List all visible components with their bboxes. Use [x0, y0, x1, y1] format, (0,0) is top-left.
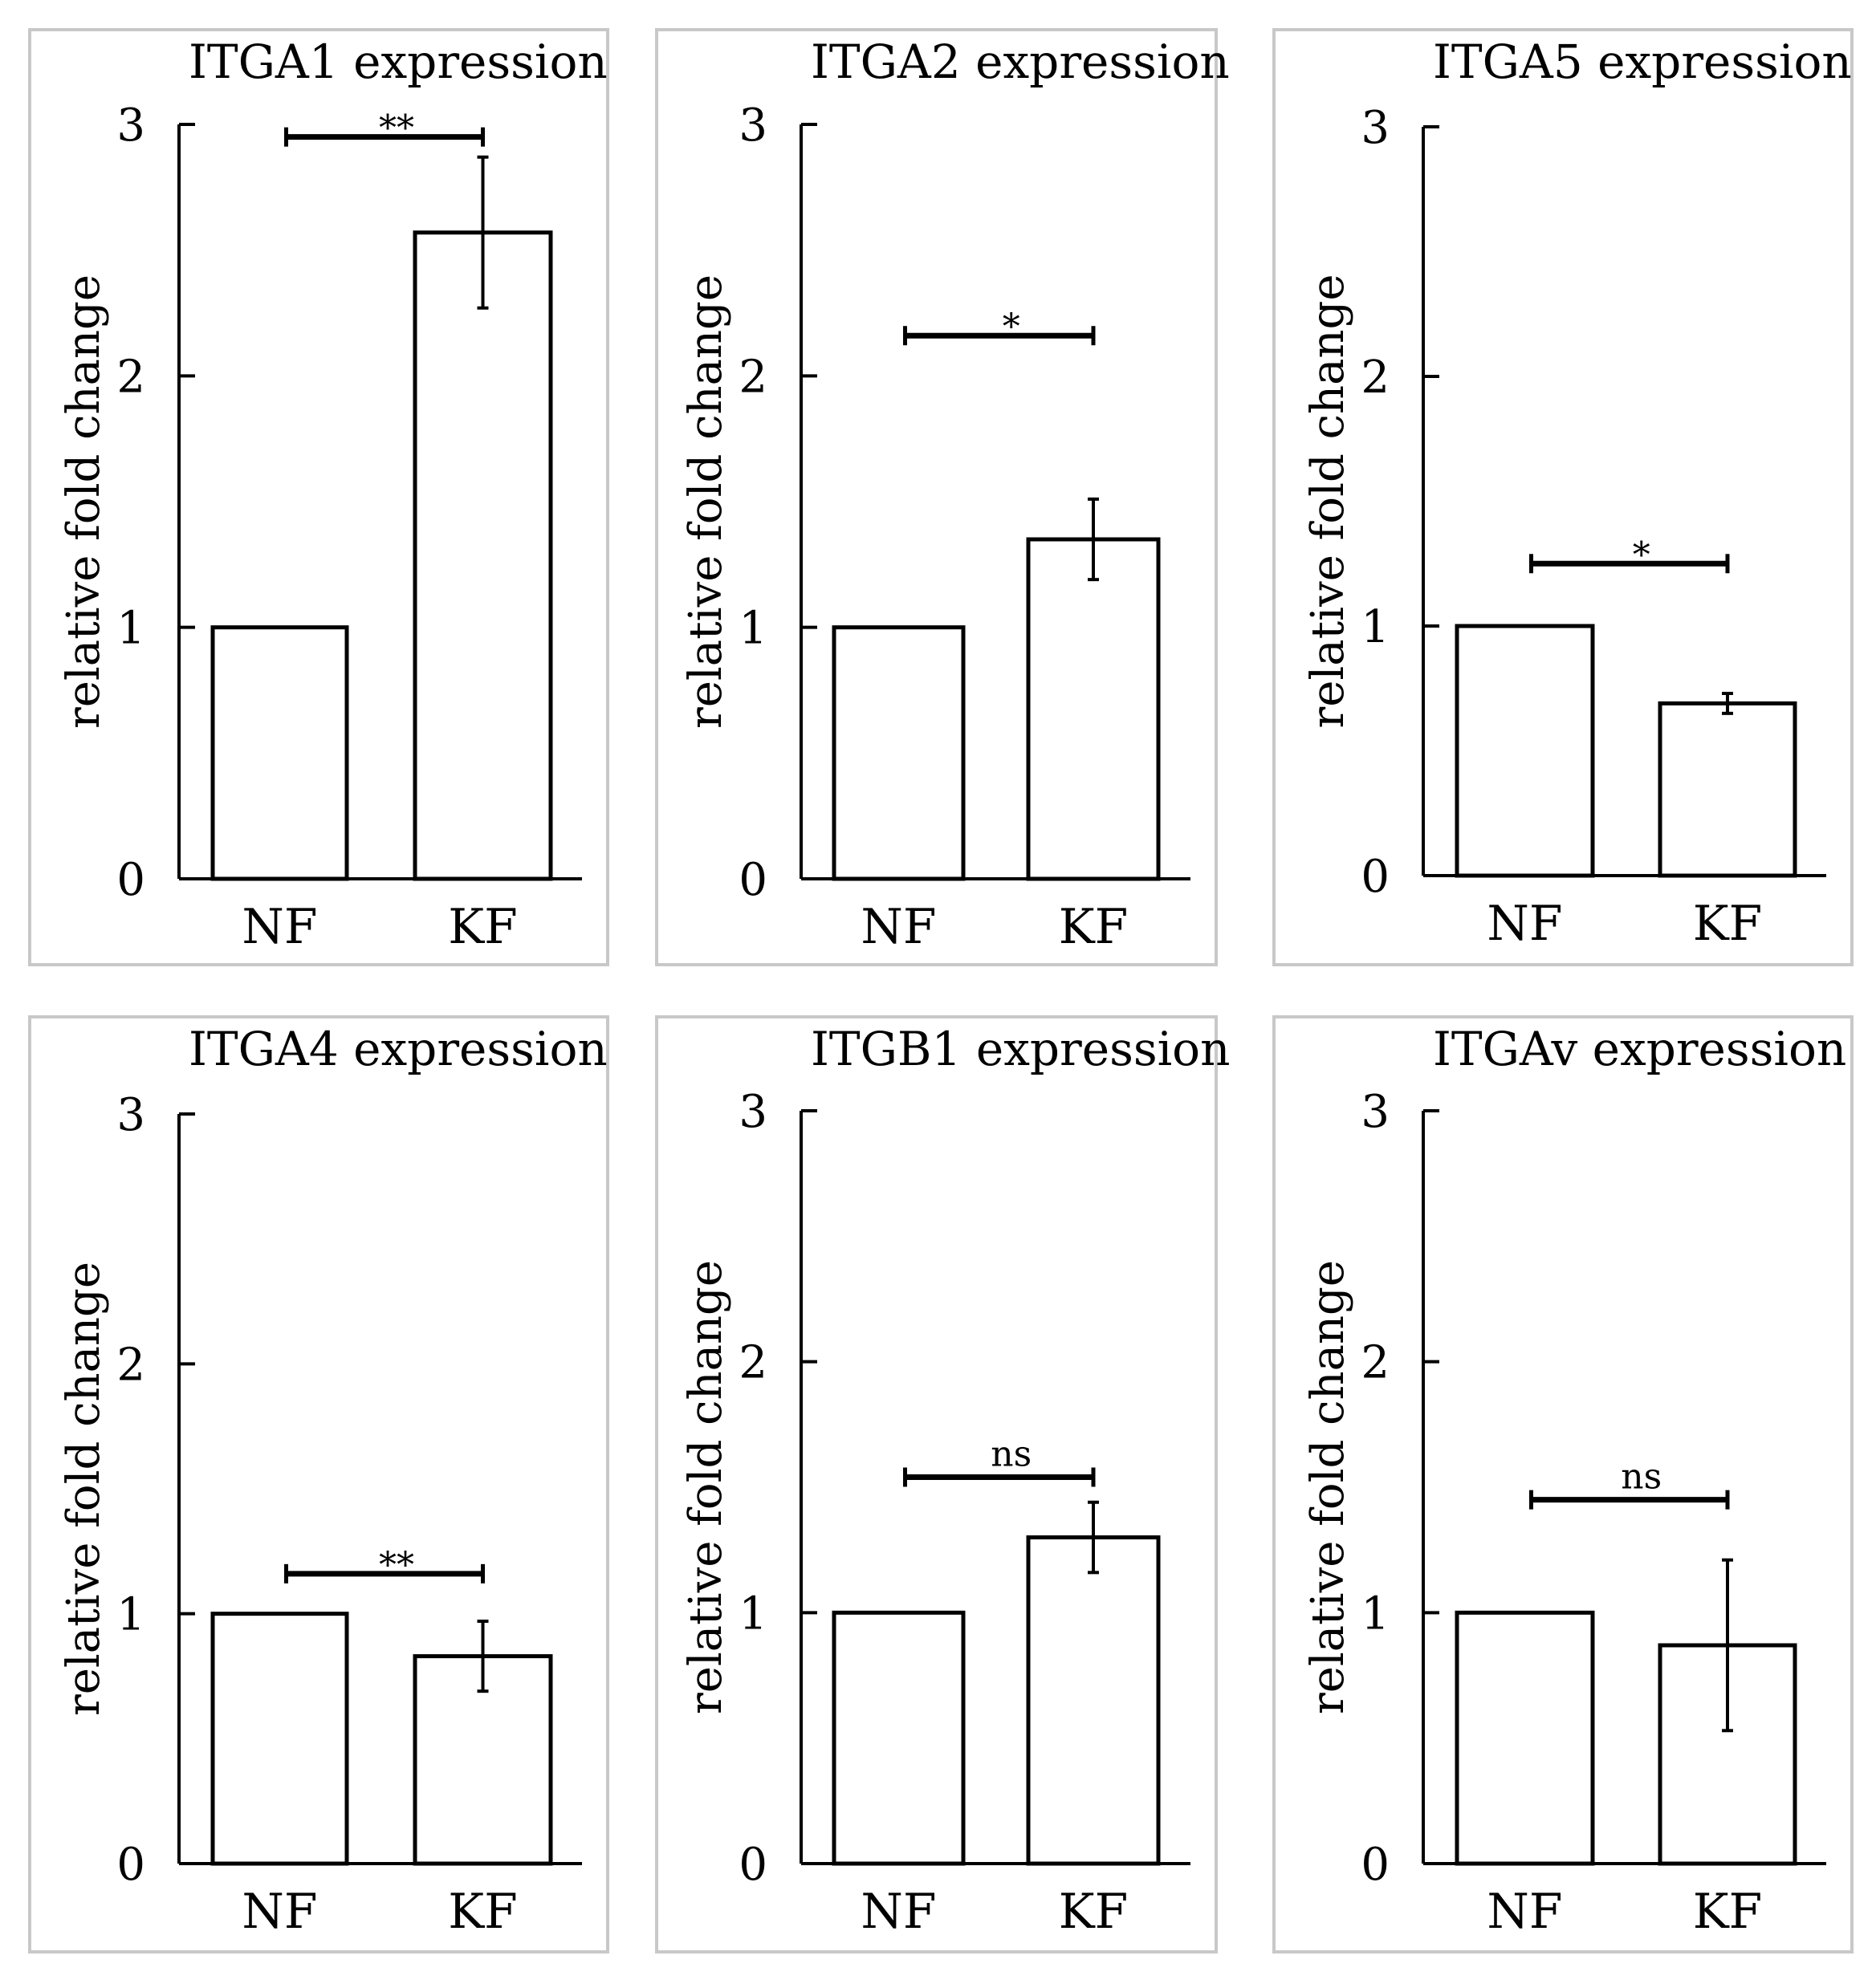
y-tick-label: 3 [116, 1089, 145, 1141]
y-tick-label: 1 [116, 603, 145, 655]
x-tick-label-nf: NF [861, 899, 936, 955]
y-tick-label: 0 [116, 1839, 145, 1891]
bar-kf [1660, 703, 1795, 876]
x-tick-label-kf: KF [1059, 1884, 1128, 1940]
bar-nf [834, 1612, 963, 1864]
x-tick-label-kf: KF [1059, 899, 1128, 955]
x-tick-label-nf: NF [861, 1884, 936, 1940]
y-axis-label: relative fold change [680, 274, 732, 729]
significance-label: ** [379, 1545, 414, 1586]
y-tick-label: 2 [739, 351, 767, 403]
y-tick-label: 1 [1361, 601, 1390, 653]
chart-panel-6: ITGAv expression relative fold change 0 1 2 3… [1274, 1017, 1852, 1952]
y-tick-label: 3 [1361, 102, 1390, 154]
chart-panel-2: ITGA2 expression relative fold change 0 1 2 3… [657, 30, 1230, 965]
y-axis-label: relative fold change [1302, 1260, 1354, 1714]
y-tick-label: 0 [116, 854, 145, 906]
bar-nf [834, 628, 963, 879]
significance-label: ** [379, 108, 414, 149]
significance-label: ns [1621, 1457, 1662, 1498]
significance-label: * [1633, 535, 1650, 575]
bar-nf [1457, 626, 1593, 876]
bar-kf [415, 233, 551, 879]
chart-title: ITGB1 expression [811, 1022, 1230, 1076]
chart-title: ITGA4 expression [189, 1022, 608, 1076]
x-tick-label-nf: NF [1487, 1884, 1562, 1940]
chart-title: ITGA2 expression [811, 35, 1230, 89]
chart-title: ITGAv expression [1433, 1022, 1846, 1076]
bar-kf [1028, 1538, 1158, 1864]
x-tick-label-nf: NF [1487, 896, 1562, 952]
x-tick-label-kf: KF [448, 899, 517, 955]
bar-nf [1457, 1612, 1593, 1864]
y-tick-label: 1 [1361, 1588, 1390, 1640]
x-tick-label-nf: NF [242, 1884, 317, 1940]
x-tick-label-nf: NF [242, 899, 317, 955]
x-tick-label-kf: KF [448, 1884, 517, 1940]
y-tick-label: 3 [1361, 1086, 1390, 1138]
y-tick-label: 2 [116, 351, 145, 403]
y-tick-label: 3 [739, 100, 767, 152]
significance-label: * [1003, 307, 1020, 348]
y-axis-label: relative fold change [1302, 274, 1354, 728]
y-tick-label: 0 [1361, 1839, 1390, 1891]
y-tick-label: 3 [116, 100, 145, 152]
figure: ITGA1 expression relative fold change 0 1 2 3… [0, 0, 1876, 1988]
chart-title: ITGA1 expression [189, 35, 608, 89]
y-axis-label: relative fold change [680, 1260, 732, 1714]
bar-nf [213, 628, 347, 879]
chart-panel-1: ITGA1 expression relative fold change 0 1 2 3… [30, 30, 608, 965]
y-tick-label: 0 [739, 1839, 767, 1891]
y-tick-label: 0 [739, 854, 767, 906]
significance-label: ns [991, 1433, 1032, 1474]
y-tick-label: 2 [1361, 352, 1390, 404]
bar-nf [213, 1614, 347, 1864]
chart-panel-5: ITGB1 expression relative fold change 0 1 2 3… [657, 1017, 1230, 1952]
y-axis-label: relative fold change [58, 274, 110, 729]
y-tick-label: 2 [116, 1339, 145, 1391]
y-tick-label: 3 [739, 1086, 767, 1138]
chart-panel-4: ITGA4 expression relative fold change 0 1 2 3… [30, 1017, 608, 1952]
bar-kf [1028, 539, 1158, 879]
y-tick-label: 1 [116, 1589, 145, 1641]
y-tick-label: 1 [739, 603, 767, 655]
y-tick-label: 0 [1361, 851, 1390, 903]
y-tick-label: 1 [739, 1588, 767, 1640]
x-tick-label-kf: KF [1693, 896, 1762, 952]
y-tick-label: 2 [739, 1337, 767, 1389]
chart-panel-3: ITGA5 expression relative fold change 0 1 2 3… [1274, 30, 1852, 965]
chart-title: ITGA5 expression [1433, 35, 1852, 89]
y-tick-label: 2 [1361, 1337, 1390, 1389]
x-tick-label-kf: KF [1693, 1884, 1762, 1940]
y-axis-label: relative fold change [58, 1262, 110, 1716]
